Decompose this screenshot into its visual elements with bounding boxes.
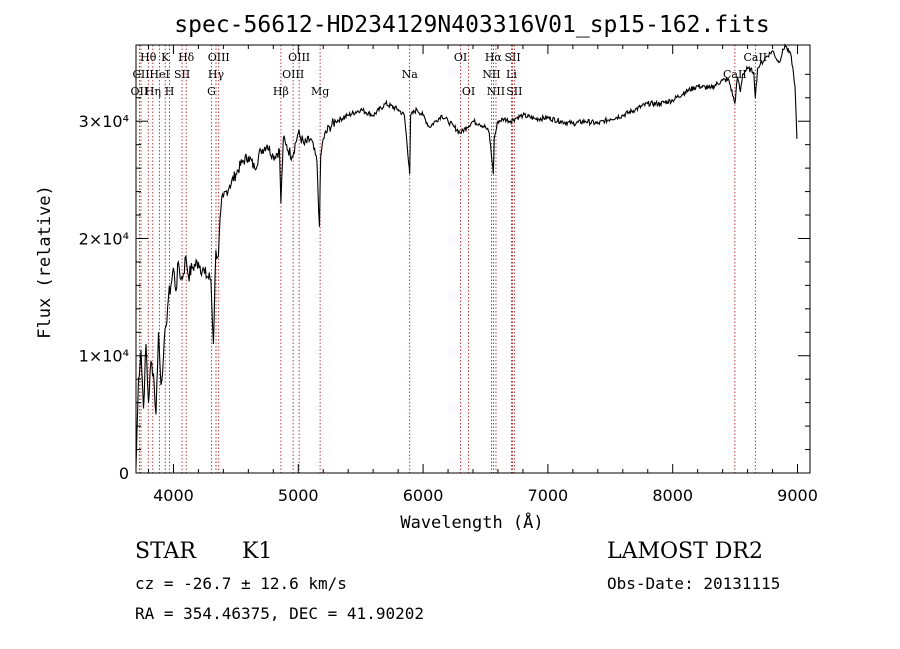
spectral-line-label: H — [165, 85, 175, 98]
spectral-line-label: Hδ — [178, 51, 195, 64]
spectral-line-label: OIII — [208, 51, 230, 64]
spectral-line-label: OIII — [282, 68, 304, 81]
ra-dec-coordinates: RA = 354.46375, DEC = 41.90202 — [135, 604, 424, 623]
spectral-line-markers — [138, 45, 756, 473]
x-tick-label: 9000 — [777, 486, 818, 505]
x-tick-label: 4000 — [153, 486, 194, 505]
x-axis: 4000 5000 6000 7000 8000 9000 — [147, 45, 818, 505]
spectral-line-label: Hθ — [140, 51, 157, 64]
spectral-line-label: Hβ — [273, 85, 289, 98]
spectral-line-label: OI — [462, 85, 475, 98]
spectral-line-label: SII — [174, 68, 190, 81]
y-tick-label: 1×10⁴ — [79, 347, 129, 366]
redshift-cz: cz = -26.7 ± 12.6 km/s — [135, 574, 347, 593]
observation-date: Obs-Date: 20131115 — [607, 574, 781, 593]
spectral-line-label: SII — [506, 85, 522, 98]
spectrum-line — [135, 43, 798, 468]
spectral-line-label: Hη — [145, 85, 161, 98]
plot-frame — [135, 44, 811, 474]
y-tick-label: 2×10⁴ — [79, 229, 129, 248]
spectral-line-label: OII — [131, 85, 149, 98]
chart-title: spec-56612-HD234129N403316V01_sp15-162.f… — [174, 12, 769, 38]
survey-name: LAMOST DR2 — [607, 539, 763, 564]
y-tick-label: 3×10⁴ — [79, 112, 129, 131]
y-axis: 0 1×10⁴ 2×10⁴ 3×10⁴ — [79, 73, 810, 483]
spectral-line-label: K — [161, 51, 170, 64]
spectral-line-label: OI — [454, 51, 467, 64]
spectral-line-labels: HθCIIOIIHηHeIKHSIIHδGOIIIHγHβOIIIOIIIMgN… — [131, 51, 768, 98]
spectral-line-label: NII — [487, 85, 505, 98]
spectral-line-label: NII — [482, 68, 500, 81]
spectral-line-label: Hα — [485, 51, 503, 64]
spectral-line-label: Mg — [311, 85, 329, 98]
spectral-line-label: CaII — [743, 51, 767, 64]
x-tick-label: 6000 — [403, 486, 444, 505]
spectral-line-label: CaII — [723, 68, 747, 81]
x-tick-label: 5000 — [278, 486, 319, 505]
spectral-line-label: G — [207, 85, 216, 98]
y-tick-label: 0 — [119, 464, 129, 483]
x-axis-label: Wavelength (Å) — [400, 511, 543, 533]
spectral-line-label: SII — [504, 51, 520, 64]
spectral-line-label: Hγ — [208, 68, 225, 81]
x-tick-label: 7000 — [528, 486, 569, 505]
x-tick-label: 8000 — [652, 486, 693, 505]
spectral-line-label: OIII — [288, 51, 310, 64]
spectral-line-label: Li — [506, 68, 517, 81]
spectral-line-label: HeI — [149, 68, 169, 81]
object-subclass: K1 — [242, 539, 273, 564]
y-axis-label: Flux (relative) — [35, 185, 55, 339]
object-class: STAR — [135, 539, 196, 564]
spectral-line-label: Na — [402, 68, 419, 81]
